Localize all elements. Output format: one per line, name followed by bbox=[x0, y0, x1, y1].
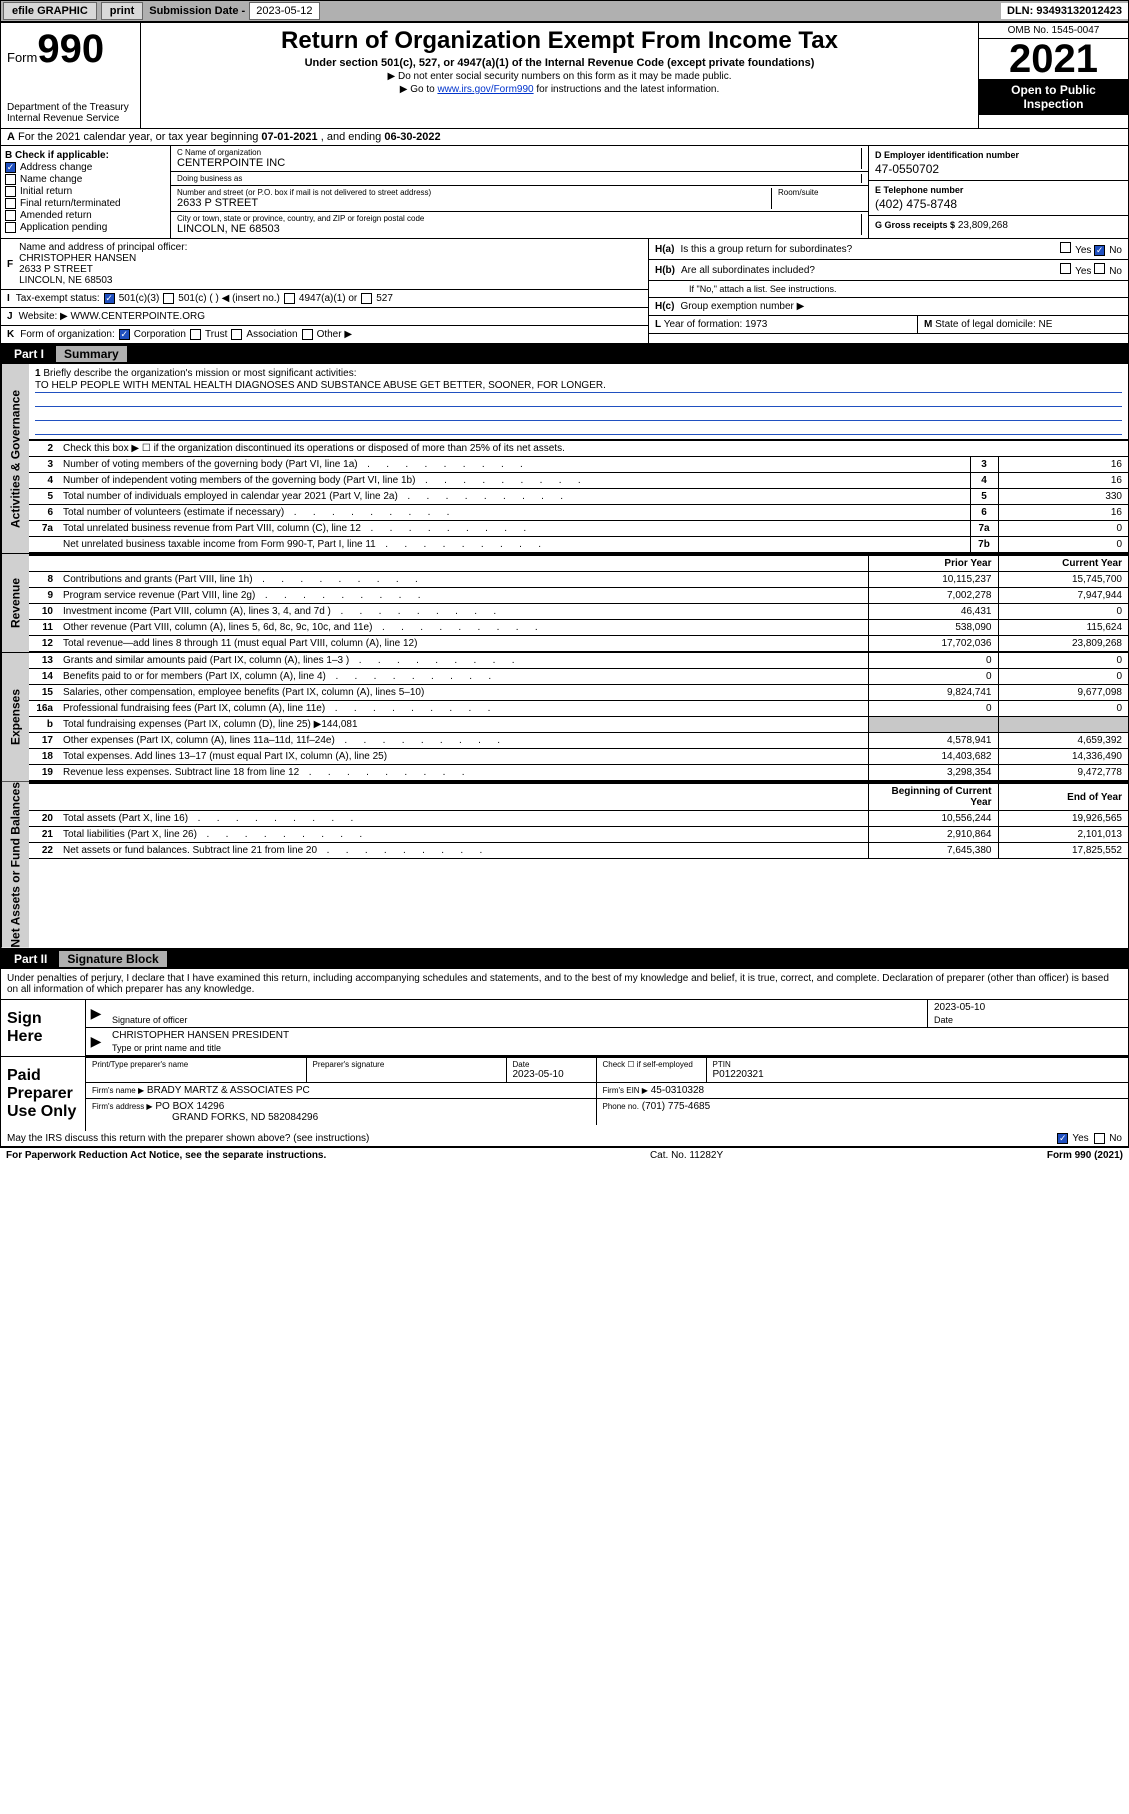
city-label: City or town, state or province, country… bbox=[177, 214, 855, 223]
governance-table: 2Check this box ▶ ☐ if the organization … bbox=[29, 441, 1128, 553]
checkbox-initial-return[interactable] bbox=[5, 186, 16, 197]
checkbox-discuss-no[interactable] bbox=[1094, 1133, 1105, 1144]
paid-preparer-label: Paid Preparer Use Only bbox=[1, 1057, 86, 1131]
gross-label: G Gross receipts $ bbox=[875, 220, 955, 230]
mission-block: 1 Briefly describe the organization's mi… bbox=[29, 364, 1128, 441]
org-name: CENTERPOINTE INC bbox=[177, 157, 855, 169]
tel-value: (402) 475-8748 bbox=[875, 197, 1122, 211]
col-d-info: D Employer identification number 47-0550… bbox=[868, 146, 1128, 238]
preparer-table: Print/Type preparer's name Preparer's si… bbox=[86, 1057, 1128, 1125]
print-button[interactable]: print bbox=[101, 2, 143, 20]
tab-expenses: Expenses bbox=[1, 653, 29, 781]
form-number: Form990 bbox=[7, 27, 134, 72]
website-value: WWW.CENTERPOINTE.ORG bbox=[71, 311, 205, 322]
ein-label: D Employer identification number bbox=[875, 150, 1122, 160]
sig-date-value: 2023-05-10 bbox=[934, 1002, 1122, 1015]
row-f: F Name and address of principal officer:… bbox=[1, 239, 648, 290]
sign-here-label: Sign Here bbox=[1, 1000, 86, 1056]
checkbox-corp[interactable] bbox=[119, 329, 130, 340]
city-value: LINCOLN, NE 68503 bbox=[177, 223, 855, 235]
checkbox-trust[interactable] bbox=[190, 329, 201, 340]
row-a-period: A For the 2021 calendar year, or tax yea… bbox=[0, 129, 1129, 146]
page-footer: For Paperwork Reduction Act Notice, see … bbox=[0, 1148, 1129, 1163]
arrow-icon: ▶ bbox=[86, 1028, 106, 1055]
net-assets-table: Beginning of Current YearEnd of Year 20T… bbox=[29, 782, 1128, 859]
row-i-tax-status: I Tax-exempt status: 501(c)(3) 501(c) ( … bbox=[1, 290, 648, 308]
tax-year: 2021 bbox=[979, 39, 1128, 79]
revenue-table: Prior YearCurrent Year 8Contributions an… bbox=[29, 554, 1128, 652]
row-m-domicile: M State of legal domicile: NE bbox=[918, 316, 1128, 333]
col-b-checkboxes: B Check if applicable: Address change Na… bbox=[1, 146, 171, 238]
row-hb-note: If "No," attach a list. See instructions… bbox=[649, 281, 1128, 298]
org-name-label: C Name of organization bbox=[177, 148, 855, 157]
mission-text: TO HELP PEOPLE WITH MENTAL HEALTH DIAGNO… bbox=[35, 379, 1122, 393]
checkbox-app-pending[interactable] bbox=[5, 222, 16, 233]
form-subtitle: Under section 501(c), 527, or 4947(a)(1)… bbox=[147, 57, 972, 69]
col-b-label: B Check if applicable: bbox=[5, 150, 166, 161]
checkbox-final-return[interactable] bbox=[5, 198, 16, 209]
signature-declaration: Under penalties of perjury, I declare th… bbox=[1, 969, 1128, 1000]
part-i-header: Part I Summary bbox=[0, 344, 1129, 364]
tab-net-assets: Net Assets or Fund Balances bbox=[1, 782, 29, 948]
sig-date-label: Date bbox=[934, 1015, 1122, 1025]
checkbox-4947[interactable] bbox=[284, 293, 295, 304]
col-c-org-info: C Name of organization CENTERPOINTE INC … bbox=[171, 146, 868, 238]
sig-officer-label: Signature of officer bbox=[112, 1015, 921, 1025]
form-note-2: ▶ Go to www.irs.gov/Form990 for instruct… bbox=[147, 84, 972, 95]
row-l-formation: L Year of formation: 1973 bbox=[649, 316, 918, 333]
street-label: Number and street (or P.O. box if mail i… bbox=[177, 188, 765, 197]
irs-link[interactable]: www.irs.gov/Form990 bbox=[437, 84, 533, 95]
officer-name-title: CHRISTOPHER HANSEN PRESIDENT bbox=[112, 1030, 1122, 1043]
tab-revenue: Revenue bbox=[1, 554, 29, 652]
row-hb: H(b) Are all subordinates included? Yes … bbox=[649, 260, 1128, 281]
name-title-label: Type or print name and title bbox=[112, 1043, 1122, 1053]
gross-value: 23,809,268 bbox=[958, 220, 1008, 231]
form-note-1: ▶ Do not enter social security numbers o… bbox=[147, 71, 972, 82]
expenses-section: Expenses 13Grants and similar amounts pa… bbox=[0, 653, 1129, 782]
room-label: Room/suite bbox=[778, 188, 862, 197]
discuss-row: May the IRS discuss this return with the… bbox=[1, 1131, 1128, 1147]
submission-label: Submission Date - bbox=[145, 5, 249, 17]
part-ii-header: Part II Signature Block bbox=[0, 949, 1129, 969]
street-value: 2633 P STREET bbox=[177, 197, 765, 209]
section-fijk-h: F Name and address of principal officer:… bbox=[0, 239, 1129, 344]
dln-value: DLN: 93493132012423 bbox=[1001, 3, 1128, 19]
checkbox-501c[interactable] bbox=[163, 293, 174, 304]
efile-button[interactable]: efile GRAPHIC bbox=[3, 2, 97, 20]
checkbox-address-change[interactable] bbox=[5, 162, 16, 173]
tab-governance: Activities & Governance bbox=[1, 364, 29, 553]
dba-label: Doing business as bbox=[177, 174, 855, 183]
row-ha: H(a) Is this a group return for subordin… bbox=[649, 239, 1128, 260]
irs-label: Internal Revenue Service bbox=[7, 113, 134, 124]
form-title: Return of Organization Exempt From Incom… bbox=[147, 27, 972, 55]
revenue-section: Revenue Prior YearCurrent Year 8Contribu… bbox=[0, 554, 1129, 653]
governance-section: Activities & Governance 1 Briefly descri… bbox=[0, 364, 1129, 554]
arrow-icon: ▶ bbox=[86, 1000, 106, 1027]
checkbox-ha-no[interactable] bbox=[1094, 245, 1105, 256]
inspection-badge: Open to Public Inspection bbox=[979, 79, 1128, 115]
checkbox-527[interactable] bbox=[361, 293, 372, 304]
row-j-website: J Website: ▶ WWW.CENTERPOINTE.ORG bbox=[1, 308, 648, 326]
checkbox-ha-yes[interactable] bbox=[1060, 242, 1071, 253]
net-assets-section: Net Assets or Fund Balances Beginning of… bbox=[0, 782, 1129, 949]
checkbox-amended[interactable] bbox=[5, 210, 16, 221]
top-toolbar: efile GRAPHIC print Submission Date - 20… bbox=[0, 0, 1129, 22]
checkbox-discuss-yes[interactable] bbox=[1057, 1133, 1068, 1144]
checkbox-hb-no[interactable] bbox=[1094, 263, 1105, 274]
row-k-form-org: K Form of organization: Corporation Trus… bbox=[1, 326, 648, 343]
tel-label: E Telephone number bbox=[875, 185, 1122, 195]
checkbox-other[interactable] bbox=[302, 329, 313, 340]
signature-section: Under penalties of perjury, I declare th… bbox=[0, 969, 1129, 1148]
submission-date: 2023-05-12 bbox=[249, 2, 319, 20]
expenses-table: 13Grants and similar amounts paid (Part … bbox=[29, 653, 1128, 781]
ein-value: 47-0550702 bbox=[875, 162, 1122, 176]
section-bcd: B Check if applicable: Address change Na… bbox=[0, 146, 1129, 239]
checkbox-assoc[interactable] bbox=[231, 329, 242, 340]
checkbox-hb-yes[interactable] bbox=[1060, 263, 1071, 274]
checkbox-name-change[interactable] bbox=[5, 174, 16, 185]
form-header: Form990 Department of the Treasury Inter… bbox=[0, 22, 1129, 129]
dept-label: Department of the Treasury bbox=[7, 102, 134, 113]
row-hc: H(c) Group exemption number ▶ bbox=[649, 298, 1128, 316]
checkbox-501c3[interactable] bbox=[104, 293, 115, 304]
